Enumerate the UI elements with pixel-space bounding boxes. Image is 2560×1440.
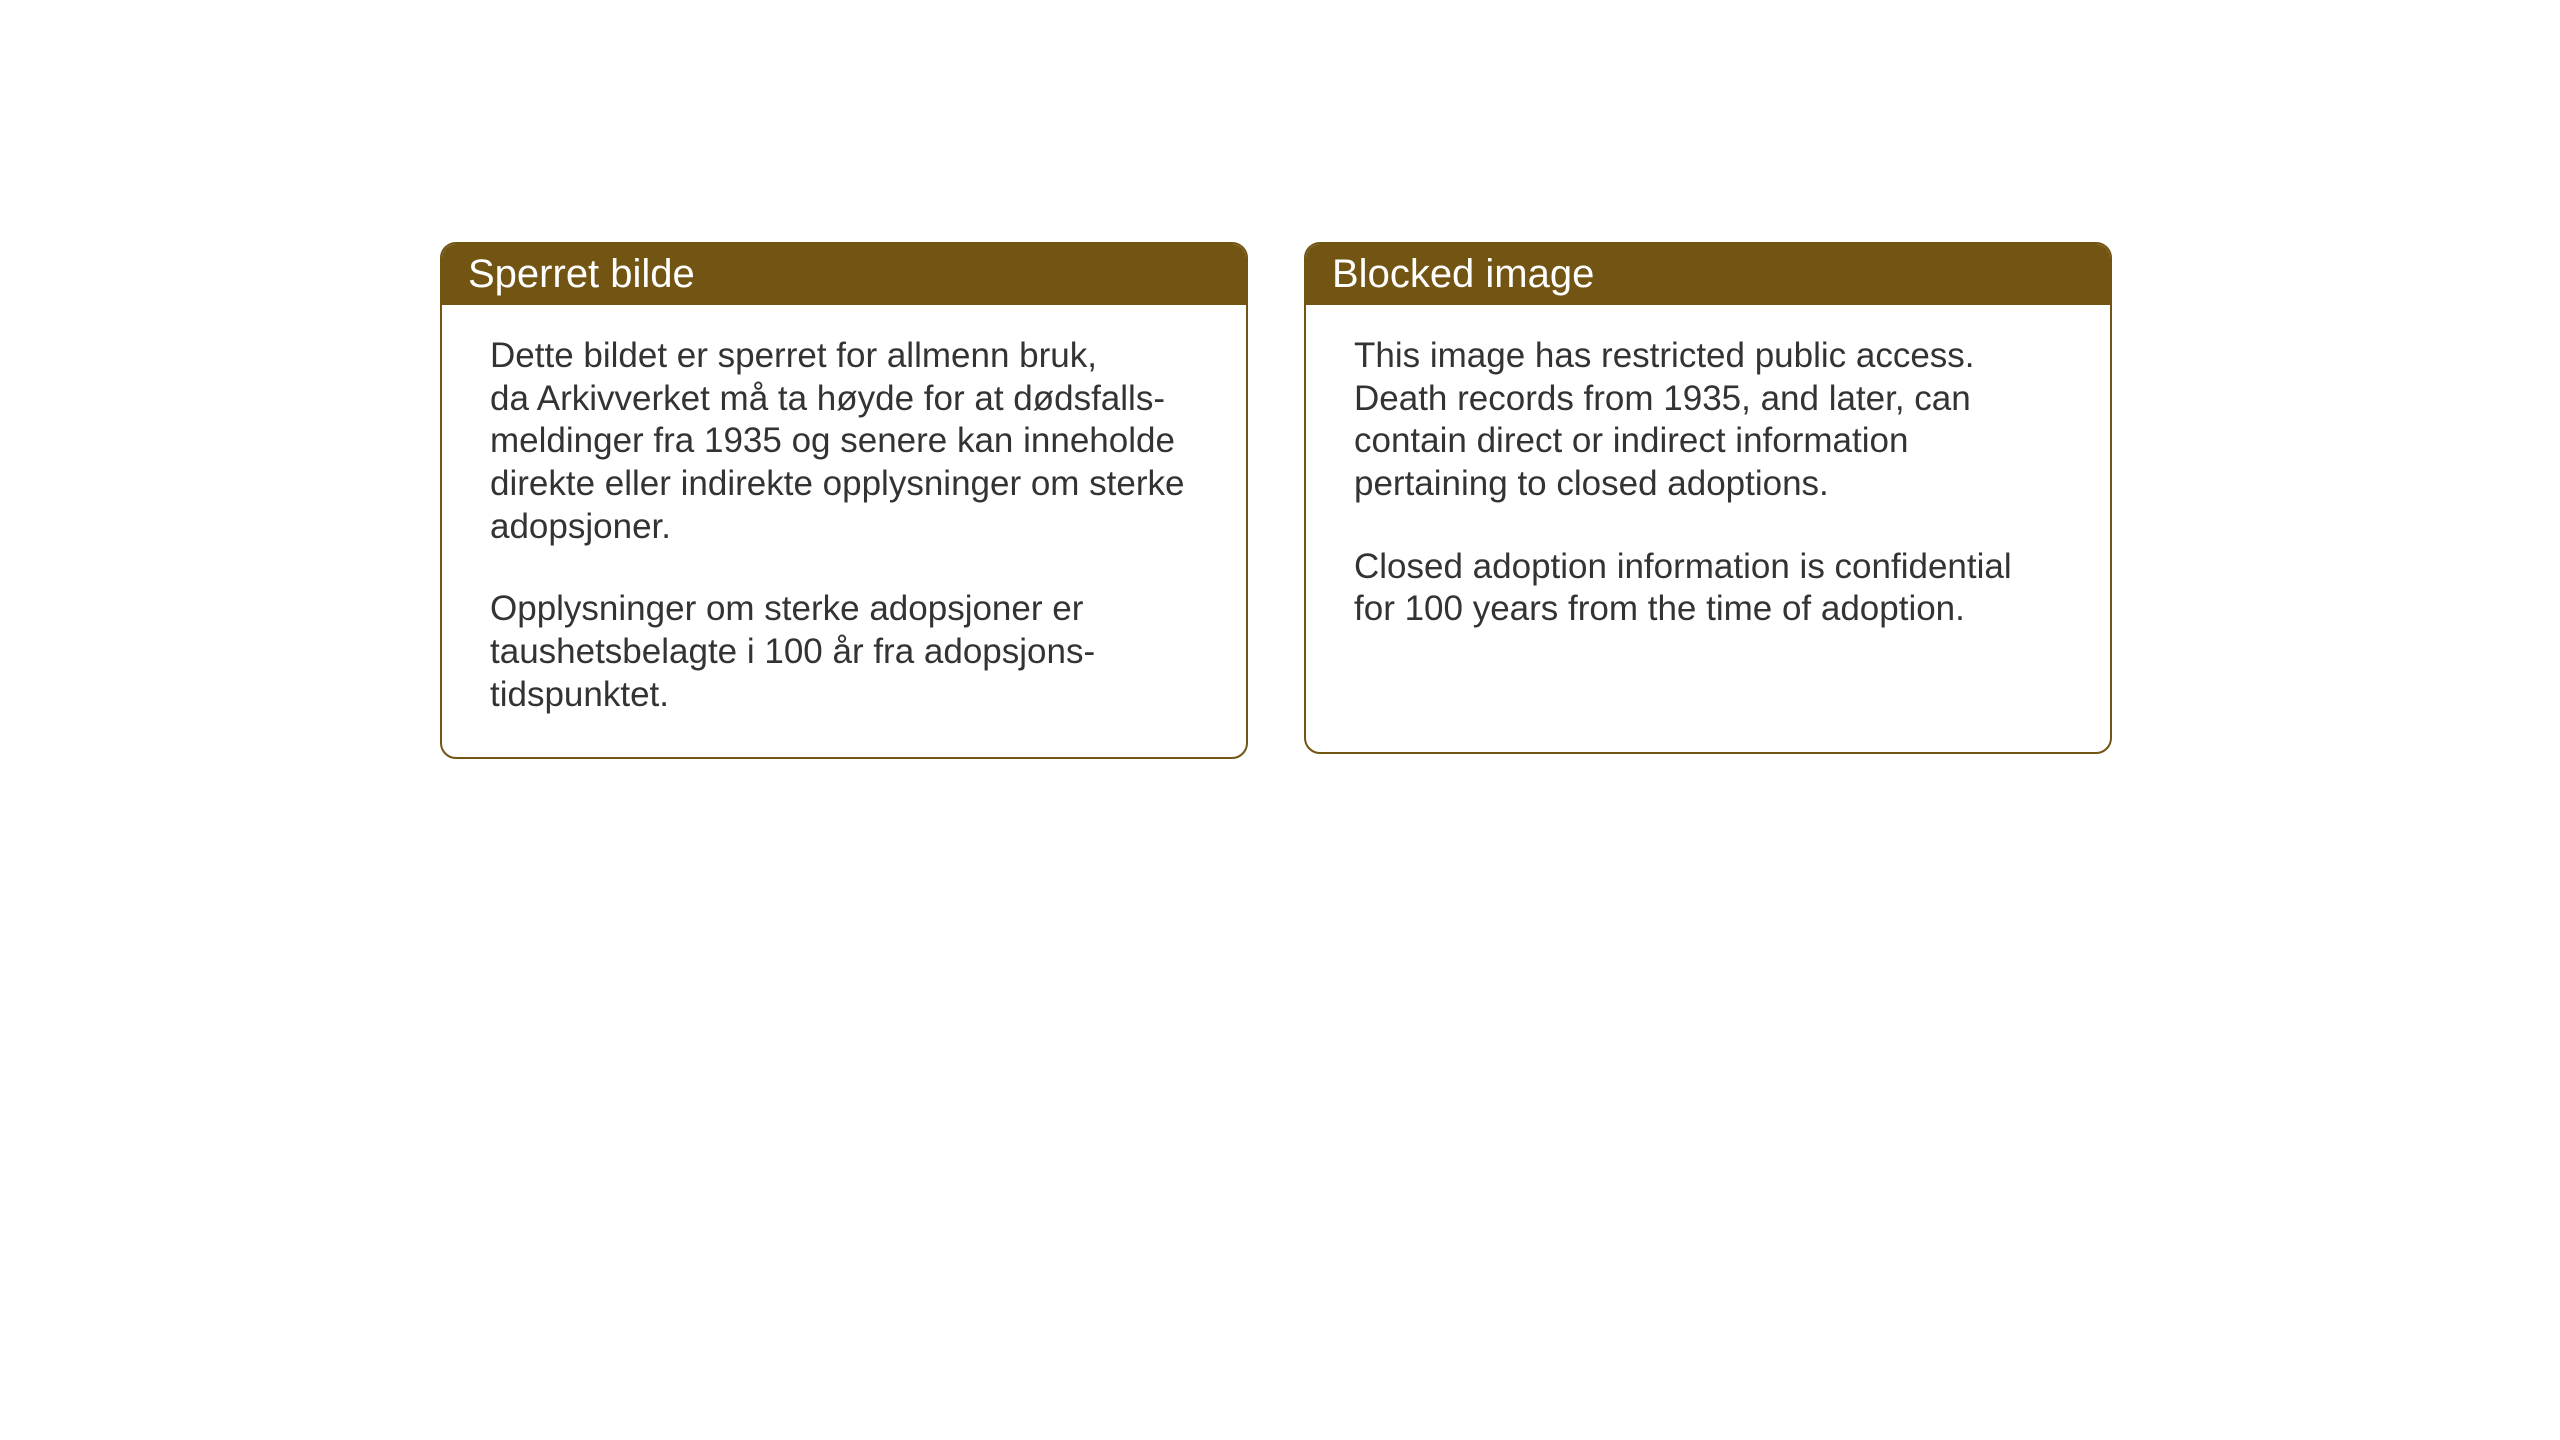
notice-text-line: Death records from 1935, and later, can: [1354, 379, 1971, 418]
notice-text-line: direkte eller indirekte opplysninger om …: [490, 464, 1185, 503]
notice-title: Blocked image: [1332, 252, 1594, 296]
notice-text-line: This image has restricted public access.: [1354, 336, 1975, 375]
notice-card-norwegian: Sperret bilde Dette bildet er sperret fo…: [440, 242, 1248, 759]
notice-text-line: taushetsbelagte i 100 år fra adopsjons-: [490, 632, 1095, 671]
notice-text-line: adopsjoner.: [490, 507, 671, 546]
notice-text-line: meldinger fra 1935 og senere kan innehol…: [490, 421, 1175, 460]
notice-card-english: Blocked image This image has restricted …: [1304, 242, 2112, 754]
notice-paragraph: This image has restricted public access.…: [1354, 335, 2062, 506]
notice-text-line: pertaining to closed adoptions.: [1354, 464, 1829, 503]
notice-paragraph: Closed adoption information is confident…: [1354, 546, 2062, 631]
notice-text-line: Closed adoption information is confident…: [1354, 547, 2012, 586]
notice-text-line: for 100 years from the time of adoption.: [1354, 589, 1965, 628]
notice-paragraph: Dette bildet er sperret for allmenn bruk…: [490, 335, 1198, 548]
notice-paragraph: Opplysninger om sterke adopsjoner er tau…: [490, 588, 1198, 716]
notice-text-line: da Arkivverket må ta høyde for at dødsfa…: [490, 379, 1165, 418]
notice-text-line: contain direct or indirect information: [1354, 421, 1908, 460]
notice-text-line: Dette bildet er sperret for allmenn bruk…: [490, 336, 1097, 375]
notice-container: Sperret bilde Dette bildet er sperret fo…: [440, 242, 2112, 759]
notice-card-header: Sperret bilde: [442, 244, 1246, 305]
notice-card-body: This image has restricted public access.…: [1306, 305, 2110, 671]
notice-card-header: Blocked image: [1306, 244, 2110, 305]
notice-title: Sperret bilde: [468, 252, 695, 296]
notice-text-line: tidspunktet.: [490, 675, 669, 714]
notice-card-body: Dette bildet er sperret for allmenn bruk…: [442, 305, 1246, 757]
notice-text-line: Opplysninger om sterke adopsjoner er: [490, 589, 1083, 628]
